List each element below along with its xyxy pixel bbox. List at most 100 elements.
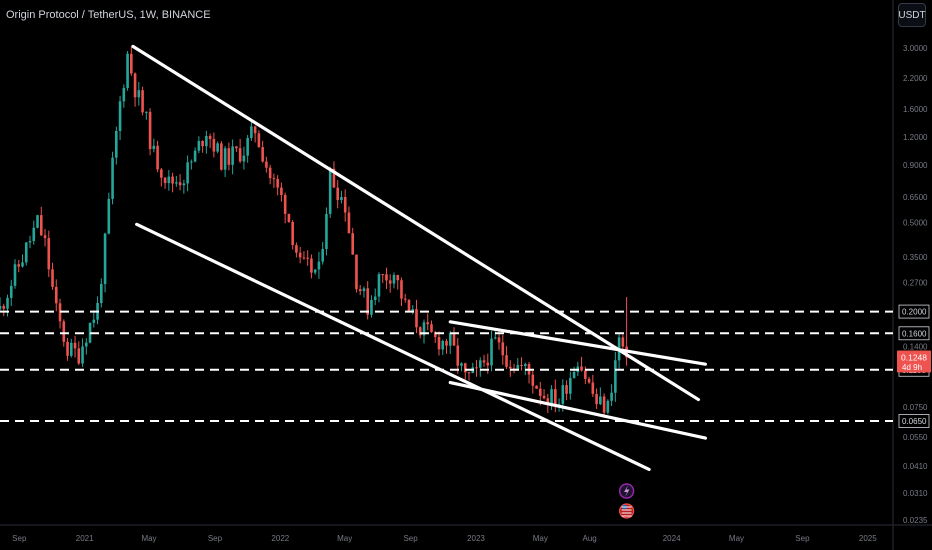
candle [201,140,204,147]
candle [62,321,66,342]
y-tick-label: 0.0410 [903,462,928,471]
candle [347,212,351,234]
level-label: 0.2000 [902,308,927,317]
candle [321,249,324,262]
x-tick-label: May [533,534,548,543]
candle [238,148,242,162]
candle [178,182,182,186]
candle [66,341,69,356]
candle [250,126,253,139]
candle [81,346,84,364]
candle [373,296,377,300]
candle [242,155,246,162]
candle [171,176,174,184]
x-tick-label: 2023 [467,534,485,543]
level-label-box [898,304,930,319]
candle [291,221,294,246]
candle [302,257,306,259]
trendline[interactable] [448,320,707,366]
candle [415,309,418,328]
candle [531,374,535,386]
candle [280,187,283,196]
last-price-tag [897,350,931,373]
candle [92,319,96,323]
level-label-box [898,326,930,341]
candle [107,198,111,234]
candle [118,101,122,131]
y-tick-label: 2.2000 [903,74,928,83]
candle [385,274,388,281]
candle [122,87,126,102]
candle [306,257,309,259]
x-tick-label: Sep [208,534,223,543]
candle [2,305,6,309]
candle [388,280,392,284]
candle [332,168,336,188]
candle [486,362,490,366]
candle [84,342,88,347]
y-tick-label: 1.6000 [903,105,928,114]
candle [497,337,501,343]
currency-button[interactable]: USDT [898,3,926,27]
candle [516,364,520,370]
candle [448,333,452,346]
candle [482,360,486,363]
candle [565,385,568,394]
candle [43,235,47,239]
candle [325,213,328,250]
candle [261,147,264,162]
candle [182,183,186,186]
candle [584,370,587,379]
price-axis-panel[interactable] [893,0,932,550]
candle [186,162,189,184]
candle [430,324,433,333]
trendline[interactable] [448,380,707,440]
y-tick-label: 0.2700 [903,278,928,287]
x-tick-label: 2025 [859,534,877,543]
candle [227,148,231,165]
candle [542,395,546,399]
y-tick-label: 1.2000 [903,133,928,142]
candle [362,288,366,292]
y-tick-label: 0.0235 [903,516,928,525]
x-tick-label: 2022 [271,534,289,543]
candle [310,258,313,273]
candle [246,138,249,156]
candle [614,360,617,393]
candle [561,385,565,404]
trendline[interactable] [135,222,651,472]
x-tick-label: Sep [403,534,418,543]
candle [272,178,276,180]
candle [268,167,272,179]
candle [426,322,430,325]
candle [539,388,542,396]
candle [197,140,201,151]
candle [9,285,13,298]
y-tick-label: 0.0550 [903,433,928,442]
level-label: 0.0650 [902,417,927,426]
candle [216,143,219,152]
candle [212,138,216,152]
candle [370,299,373,315]
candle [133,73,137,98]
candle [220,143,223,170]
candle [100,284,103,304]
candle [467,372,471,374]
candle [17,264,21,267]
candle [257,133,261,148]
trendline[interactable] [131,44,701,402]
candle [115,130,118,158]
candle [621,337,625,347]
candle [317,261,321,270]
candle [130,53,133,74]
candle [463,363,467,373]
candle [6,297,9,309]
y-tick-label: 0.0310 [903,489,928,498]
x-tick-label: Aug [582,534,596,543]
candle [54,286,58,304]
candle [452,333,456,346]
candle [523,364,527,366]
candle [554,389,557,406]
candle [606,400,610,413]
